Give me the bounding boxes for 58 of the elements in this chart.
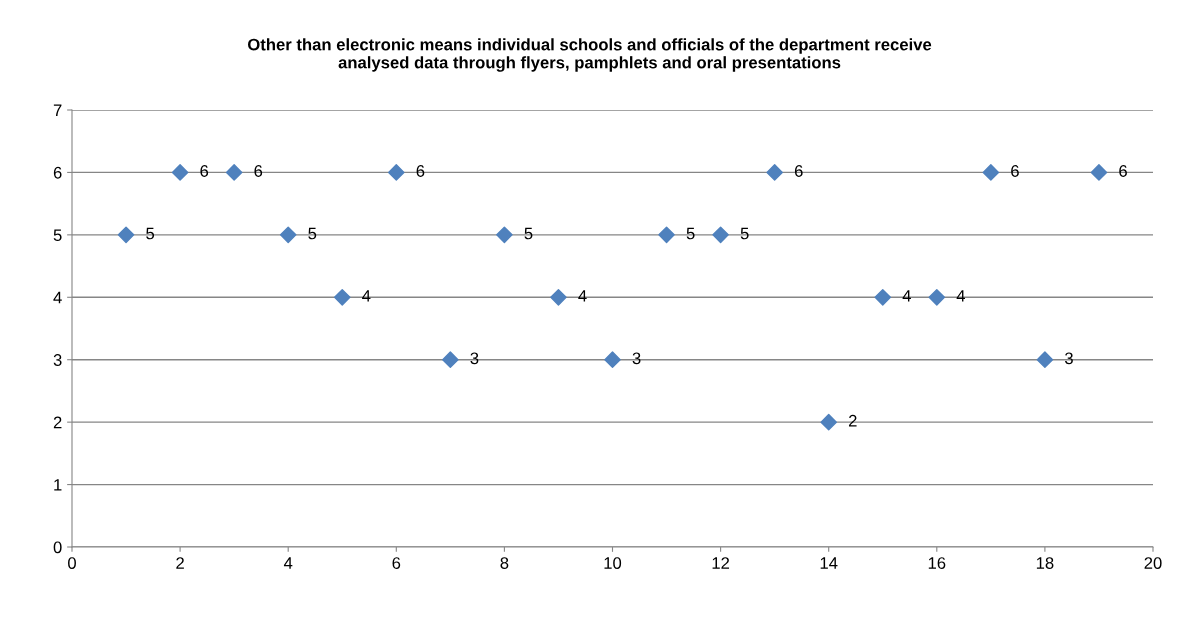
point bbox=[658, 226, 675, 244]
point bbox=[1036, 351, 1054, 369]
point bbox=[442, 351, 459, 369]
x-tick-label: 14 bbox=[820, 557, 838, 569]
x-tick-label: 12 bbox=[712, 557, 730, 569]
x-tick-label: 16 bbox=[928, 557, 946, 569]
chart-title: Other than electronic means individual schools and officials of the department receive analysed data through flyers, pamphlets and oral presentations bbox=[248, 38, 932, 72]
point bbox=[117, 226, 135, 244]
point bbox=[766, 164, 783, 181]
data-label: 6 bbox=[1119, 165, 1127, 177]
point bbox=[171, 164, 189, 181]
x-tick-label: 20 bbox=[1144, 557, 1162, 569]
x-tick-label: 4 bbox=[283, 557, 293, 569]
x-tick-label: 8 bbox=[500, 557, 509, 569]
data-label: 4 bbox=[578, 290, 587, 302]
point bbox=[820, 413, 838, 431]
point bbox=[279, 226, 297, 244]
data-label: 5 bbox=[308, 227, 317, 240]
y-tick-label: 2 bbox=[53, 416, 62, 429]
data-label: 3 bbox=[470, 352, 479, 365]
data-label: 6 bbox=[416, 165, 425, 177]
y-tick-label: 5 bbox=[53, 229, 62, 242]
point bbox=[496, 226, 513, 244]
x-tick-label: 10 bbox=[604, 557, 622, 569]
y-tick-label: 1 bbox=[54, 479, 62, 491]
x-tick-label: 0 bbox=[68, 557, 76, 569]
data-label: 5 bbox=[146, 227, 155, 240]
y-tick-label: 4 bbox=[53, 291, 62, 304]
x-tick-label: 2 bbox=[176, 557, 184, 569]
data-label: 4 bbox=[362, 290, 371, 302]
y-tick-label: 6 bbox=[53, 166, 62, 179]
data-label: 3 bbox=[632, 352, 641, 365]
y-tick-label: 0 bbox=[53, 541, 62, 554]
data-label: 4 bbox=[956, 290, 966, 302]
data-label: 3 bbox=[1064, 352, 1073, 365]
point bbox=[1090, 164, 1108, 181]
point bbox=[982, 164, 1000, 181]
data-label: 6 bbox=[794, 165, 803, 177]
data-label: 5 bbox=[686, 227, 695, 240]
point bbox=[333, 288, 351, 306]
point bbox=[225, 164, 243, 181]
data-label: 2 bbox=[848, 414, 857, 427]
point bbox=[604, 351, 621, 369]
data-label: 5 bbox=[524, 227, 533, 240]
point bbox=[712, 226, 729, 244]
point bbox=[550, 288, 567, 306]
data-label: 4 bbox=[902, 290, 911, 302]
point bbox=[928, 288, 946, 306]
point bbox=[387, 164, 405, 181]
y-tick-label: 3 bbox=[53, 354, 62, 366]
y-tick-label: 7 bbox=[53, 104, 62, 117]
data-label: 6 bbox=[254, 165, 263, 177]
data-label: 6 bbox=[200, 165, 209, 177]
point bbox=[874, 288, 892, 306]
data-label: 6 bbox=[1011, 165, 1019, 177]
x-tick-label: 18 bbox=[1036, 557, 1054, 569]
x-tick-label: 6 bbox=[392, 557, 401, 569]
data-label: 5 bbox=[740, 227, 749, 240]
